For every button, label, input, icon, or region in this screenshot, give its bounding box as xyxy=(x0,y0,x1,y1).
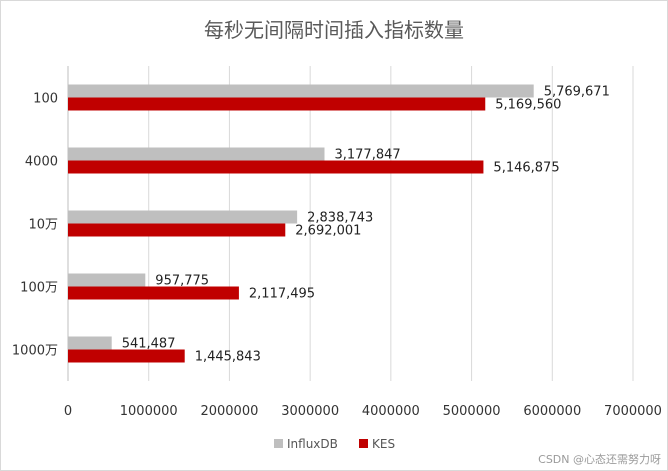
data-label: 2,838,743 xyxy=(307,211,373,226)
bar-influxdb xyxy=(68,84,534,98)
data-label: 5,146,875 xyxy=(493,161,559,176)
legend-label-influxdb: InfluxDB xyxy=(287,437,338,451)
category-labels: 100 4000 10万 100万 1000万 xyxy=(12,92,58,359)
x-tick-label: 2000000 xyxy=(200,404,258,419)
chart-title: 每秒无间隔时间插入指标数量 xyxy=(204,18,464,42)
bar-kes xyxy=(68,223,286,237)
x-tick-label: 1000000 xyxy=(120,404,178,419)
x-tick-label: 3000000 xyxy=(281,404,339,419)
data-label: 5,769,671 xyxy=(544,85,610,100)
data-label: 5,169,560 xyxy=(495,98,561,113)
category-label: 10万 xyxy=(28,218,58,233)
x-tick-label: 6000000 xyxy=(523,404,581,419)
data-label: 541,487 xyxy=(122,337,176,352)
category-label: 100万 xyxy=(20,281,58,296)
x-tick-label: 7000000 xyxy=(604,404,662,419)
x-tick-labels: 0 1000000 2000000 3000000 4000000 5000000 6000… xyxy=(64,404,662,419)
bar-kes xyxy=(68,286,239,300)
bar-influxdb xyxy=(68,336,112,350)
bar-kes xyxy=(68,349,185,363)
data-label: 2,117,495 xyxy=(249,287,315,302)
bar-influxdb xyxy=(68,273,146,287)
legend-swatch-influxdb xyxy=(274,439,283,448)
category-label: 100 xyxy=(33,92,58,107)
bar-influxdb xyxy=(68,147,325,161)
bar-influxdb xyxy=(68,210,298,224)
x-tick-label: 0 xyxy=(64,404,72,419)
bar-kes xyxy=(68,160,484,174)
legend[interactable]: InfluxDB KES xyxy=(274,437,395,451)
data-label: 3,177,847 xyxy=(334,148,400,163)
bar-kes xyxy=(68,97,486,111)
bars xyxy=(68,84,534,363)
data-label: 957,775 xyxy=(155,274,209,289)
legend-swatch-kes xyxy=(359,439,368,448)
data-label: 2,692,001 xyxy=(295,224,361,239)
watermark: CSDN @心态还需努力呀 xyxy=(538,452,661,466)
x-tick-label: 4000000 xyxy=(362,404,420,419)
x-tick-label: 5000000 xyxy=(443,404,501,419)
legend-label-kes: KES xyxy=(372,437,395,451)
data-label: 1,445,843 xyxy=(195,350,261,365)
category-label: 4000 xyxy=(25,155,58,170)
category-label: 1000万 xyxy=(12,344,58,359)
